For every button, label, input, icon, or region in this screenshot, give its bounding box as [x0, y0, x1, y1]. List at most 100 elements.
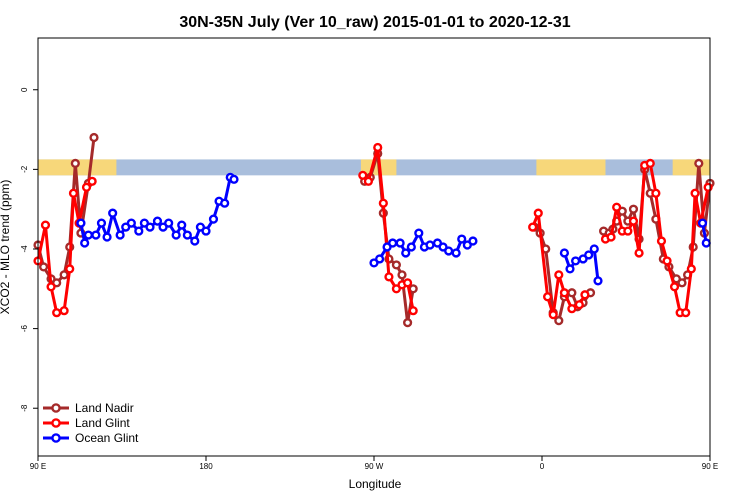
x-tick-label: 90 E — [702, 462, 718, 471]
land-glint-point — [373, 142, 383, 153]
land-glint-point — [580, 290, 590, 300]
ocean-glint-point — [559, 248, 570, 258]
land-glint-point — [634, 248, 644, 258]
ocean-glint-point — [201, 226, 211, 236]
y-tick-label: 0 — [20, 87, 29, 92]
ocean-glint-point — [565, 264, 575, 274]
x-tick-label: 90 E — [30, 462, 46, 471]
ocean-glint-point — [177, 220, 187, 230]
ocean-glint-point — [83, 230, 94, 240]
legend-marker-land-nadir — [51, 403, 61, 413]
y-axis: 0 -2 -4 -6 -8 — [20, 87, 38, 412]
land-glint-point — [645, 158, 655, 169]
ocean-glint-point — [457, 234, 467, 244]
land-glint-line — [604, 161, 710, 315]
land-glint-point — [656, 236, 667, 246]
land-glint-point — [690, 188, 700, 198]
y-tick-label: -6 — [20, 325, 29, 333]
ocean-glint-point — [164, 218, 174, 228]
land-glint-point — [408, 306, 418, 316]
land-glint-point — [554, 270, 564, 280]
ocean-glint-point — [171, 230, 181, 240]
land-nadir-point — [694, 158, 704, 169]
ocean-glint-point — [152, 216, 163, 226]
ocean-glint-point — [697, 218, 708, 228]
ocean-glint-point — [80, 238, 90, 248]
land-nadir-point — [397, 270, 407, 280]
land-glint-point — [378, 198, 388, 208]
ocean-glint-point — [584, 250, 594, 260]
land-nadir-point — [403, 318, 413, 328]
land-glint-point — [651, 188, 661, 198]
ocean-glint-point — [229, 174, 239, 184]
legend-label-land-glint: Land Glint — [75, 416, 130, 430]
land-glint-point — [65, 264, 75, 274]
land-glint-point — [59, 306, 69, 316]
land-nadir-point — [38, 262, 49, 272]
land-glint-point — [669, 282, 680, 292]
land-glint-point — [686, 264, 696, 274]
ocean-glint-point — [102, 232, 112, 242]
land-glint-point — [358, 170, 368, 180]
ocean-glint-point — [115, 230, 125, 240]
land-glint-point — [574, 300, 584, 310]
y-tick-label: -4 — [20, 245, 29, 253]
ocean-glint-point — [593, 276, 603, 286]
land-band — [672, 159, 710, 176]
land-glint-point — [612, 202, 622, 212]
land-glint-point — [567, 304, 577, 314]
x-axis-label: Longitude — [349, 477, 402, 491]
ocean-glint-point — [190, 236, 200, 246]
land-nadir-point — [567, 288, 577, 298]
land-nadir-point — [89, 132, 99, 143]
ocean-glint-point — [589, 244, 599, 254]
ocean-glint-line — [79, 175, 235, 245]
x-tick-label: 90 W — [365, 462, 384, 471]
ocean-glint-point — [388, 238, 398, 248]
x-tick-label: 0 — [540, 462, 545, 471]
land-glint-line — [36, 180, 94, 315]
x-tick-label: 180 — [199, 462, 213, 471]
x-axis: 90 E 180 90 W 0 90 E — [30, 456, 718, 471]
ocean-glint-point — [91, 230, 101, 240]
ocean-glint-point — [108, 208, 118, 218]
land-glint-point — [662, 256, 672, 266]
series-land-glint — [33, 142, 713, 320]
land-glint-point — [363, 176, 374, 186]
ocean-glint-point — [414, 228, 424, 238]
land-glint-point — [81, 182, 92, 192]
land-glint-point — [542, 292, 553, 302]
land-nadir-point — [408, 284, 418, 294]
ocean-glint-point — [182, 230, 192, 240]
ocean-glint-point — [220, 198, 230, 208]
land-glint-point — [548, 310, 558, 320]
legend-marker-ocean-glint — [51, 433, 61, 443]
legend-label-ocean-glint: Ocean Glint — [75, 431, 139, 445]
land-nadir-point — [59, 270, 69, 280]
ocean-glint-point — [425, 240, 435, 250]
ocean-glint-point — [145, 222, 155, 232]
ocean-glint-point — [375, 254, 385, 264]
land-nadir-point — [628, 204, 639, 214]
land-band — [536, 159, 606, 176]
ocean-glint-point — [444, 246, 454, 256]
ocean-glint-point — [406, 242, 416, 252]
land-glint-point — [606, 232, 616, 242]
ocean-glint-point — [134, 226, 144, 236]
chart-title: 30N-35N July (Ver 10_raw) 2015-01-01 to … — [179, 14, 570, 31]
land-glint-point — [623, 226, 633, 236]
y-tick-label: -8 — [20, 404, 29, 412]
ocean-glint-point — [468, 236, 478, 246]
land-glint-point — [533, 208, 543, 218]
legend-marker-land-glint — [51, 418, 61, 428]
series-layer — [33, 132, 715, 328]
ocean-glint-point — [401, 248, 411, 258]
ocean-glint-point — [570, 256, 581, 266]
land-glint-point — [46, 282, 56, 292]
land-glint-point — [703, 182, 713, 192]
land-glint-point — [87, 176, 97, 186]
land-glint-point — [559, 288, 570, 298]
plot-frame — [37, 37, 711, 457]
ocean-glint-point — [395, 238, 405, 248]
